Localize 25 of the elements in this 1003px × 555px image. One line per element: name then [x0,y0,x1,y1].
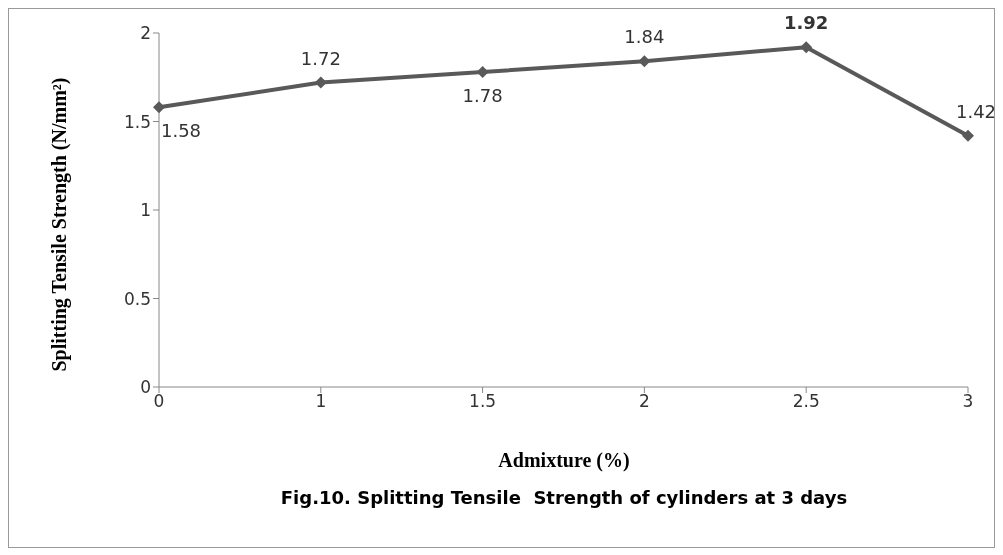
x-axis-title: Admixture (%) [497,449,631,472]
point [962,129,974,142]
y-tick-label: 0.5 [123,288,151,309]
point [153,101,165,114]
data-label: 1.78 [462,84,503,106]
point [800,41,813,54]
x-tick-label: 1.5 [469,391,497,412]
x-tick-label: 2 [638,391,650,412]
point [638,55,651,68]
data-label: 1.92 [783,12,829,34]
point [314,76,327,89]
y-tick-label: 2 [140,23,151,44]
data-label: 1.72 [300,47,341,69]
data-label: 1.58 [160,120,202,142]
x-tick-label: 1 [315,391,327,412]
data-label: 1.42 [955,100,997,122]
y-axis-title: Splitting Tensile Strength (N/mm²) [47,77,71,371]
y-tick-label: 0 [140,377,151,398]
x-tick-label: 2.5 [792,391,820,412]
x-tick-label: 3 [962,391,974,412]
y-tick-label: 1.5 [123,111,151,132]
y-tick-label: 1 [140,200,151,221]
data-label: 1.84 [624,26,665,48]
text: Fig.10. Splitting Tensile Strength of cylinders at 3 days [279,487,849,508]
x-tick-label: 0 [153,391,165,412]
